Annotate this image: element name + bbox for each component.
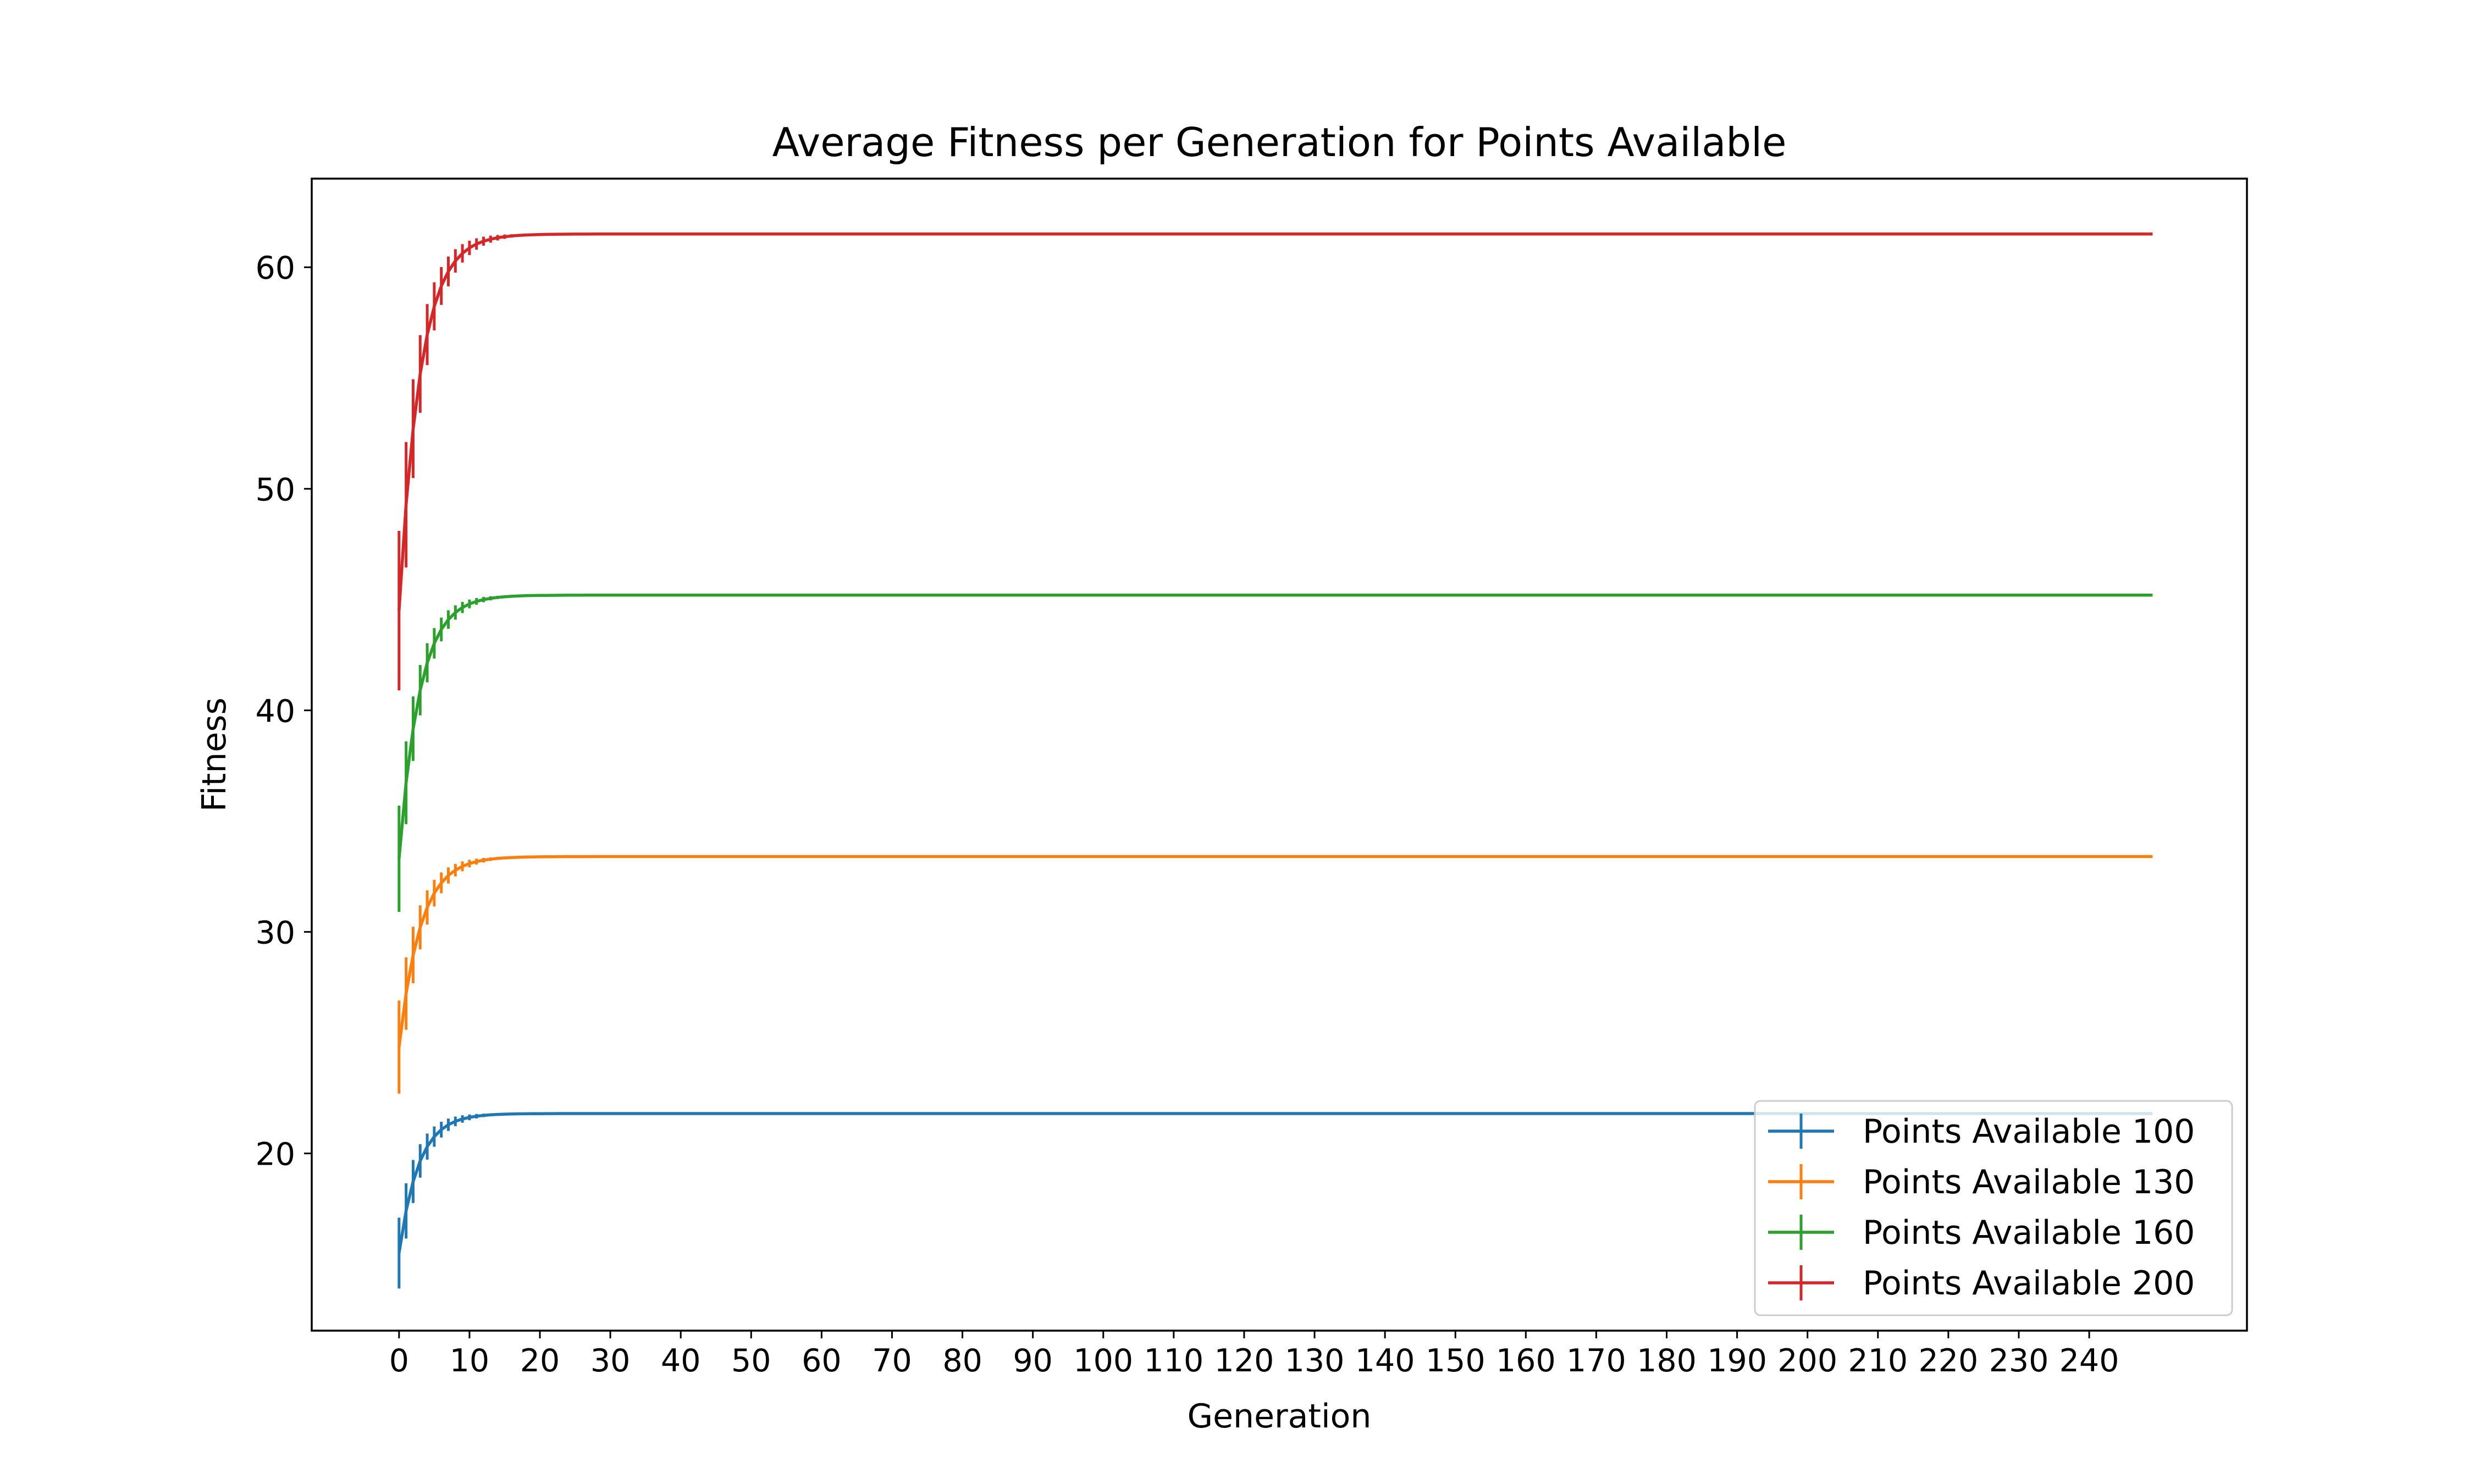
series-line <box>397 855 2153 1048</box>
y-tick-label: 50 <box>255 472 295 508</box>
series-3 <box>397 594 2153 912</box>
legend-item: Points Available 130 <box>1768 1163 2195 1201</box>
legend-label: Points Available 130 <box>1863 1163 2195 1201</box>
x-tick-label: 240 <box>2059 1343 2119 1379</box>
x-tick-label: 130 <box>1285 1343 1345 1379</box>
legend: Points Available 100 Points Available 130… <box>1754 1100 2233 1316</box>
y-tick-label: 30 <box>255 915 295 951</box>
y-tick-label: 20 <box>255 1137 295 1173</box>
series-4 <box>397 232 2153 691</box>
x-tick-label: 120 <box>1214 1343 1274 1379</box>
legend-label: Points Available 160 <box>1863 1214 2195 1252</box>
x-tick-label: 50 <box>731 1343 771 1379</box>
x-tick-label: 100 <box>1073 1343 1133 1379</box>
y-axis-label: Fitness <box>195 697 234 812</box>
legend-label: Points Available 200 <box>1863 1264 2195 1303</box>
series-line <box>397 594 2153 859</box>
x-tick-label: 200 <box>1777 1343 1837 1379</box>
x-tick-label: 40 <box>661 1343 701 1379</box>
x-tick-label: 230 <box>1989 1343 2049 1379</box>
x-tick-label: 190 <box>1707 1343 1767 1379</box>
chart-title: Average Fitness per Generation for Point… <box>772 119 1787 165</box>
x-tick-label: 110 <box>1144 1343 1203 1379</box>
series-line <box>397 232 2153 611</box>
x-tick-label: 160 <box>1496 1343 1556 1379</box>
x-axis-label: Generation <box>1188 1397 1372 1436</box>
x-tick-label: 10 <box>450 1343 490 1379</box>
x-tick-label: 60 <box>802 1343 842 1379</box>
legend-item: Points Available 160 <box>1768 1214 2195 1252</box>
legend-item: Points Available 100 <box>1768 1112 2195 1151</box>
y-tick-label: 40 <box>255 693 295 729</box>
x-tick-label: 0 <box>389 1343 409 1379</box>
legend-item: Points Available 200 <box>1768 1264 2195 1303</box>
x-tick-label: 80 <box>942 1343 982 1379</box>
legend-box <box>1754 1100 2233 1316</box>
x-tick-label: 170 <box>1566 1343 1626 1379</box>
x-tick-label: 70 <box>872 1343 912 1379</box>
series-2 <box>397 855 2153 1094</box>
x-tick-label: 210 <box>1848 1343 1908 1379</box>
x-axis-ticks: 0 10 20 30 40 50 60 70 80 90 100 110 120 130 140 150 160… <box>389 1331 2119 1379</box>
plot-area-frame <box>311 178 2248 1332</box>
legend-label: Points Available 100 <box>1863 1112 2195 1151</box>
x-tick-label: 30 <box>590 1343 631 1379</box>
x-tick-label: 180 <box>1637 1343 1697 1379</box>
x-tick-label: 20 <box>520 1343 560 1379</box>
y-tick-label: 60 <box>255 250 295 286</box>
y-axis-ticks: 20 30 40 50 60 <box>255 250 312 1173</box>
x-tick-label: 140 <box>1355 1343 1415 1379</box>
x-tick-label: 150 <box>1426 1343 1485 1379</box>
x-tick-label: 220 <box>1918 1343 1978 1379</box>
x-tick-label: 90 <box>1013 1343 1053 1379</box>
